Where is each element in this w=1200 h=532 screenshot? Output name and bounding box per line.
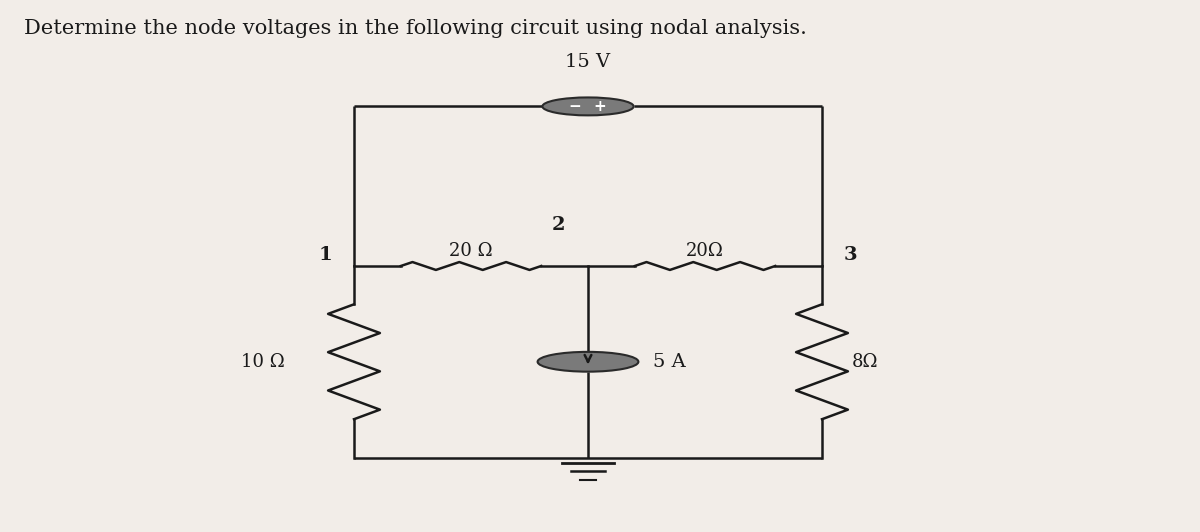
Text: 2: 2 [551,216,565,234]
Text: 15 V: 15 V [565,53,611,71]
Text: 5 A: 5 A [653,353,685,371]
Ellipse shape [538,352,638,372]
Text: 10 Ω: 10 Ω [241,353,284,371]
Text: 8Ω: 8Ω [852,353,878,371]
Text: 1: 1 [319,246,332,264]
Text: 3: 3 [844,246,857,264]
Text: Determine the node voltages in the following circuit using nodal analysis.: Determine the node voltages in the follo… [24,19,806,38]
Text: 20 Ω: 20 Ω [449,242,493,260]
Text: +: + [593,99,606,114]
Text: −: − [568,99,581,114]
Text: 20Ω: 20Ω [686,242,724,260]
Ellipse shape [542,97,634,115]
